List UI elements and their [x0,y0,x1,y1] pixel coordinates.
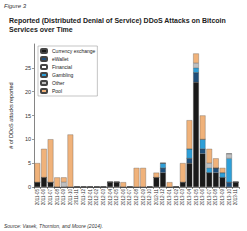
svg-text:2012-10: 2012-10 [147,189,152,206]
svg-text:2013-06: 2013-06 [200,189,205,206]
svg-text:Reported (Distributed Denial o: Reported (Distributed Denial of Service)… [9,17,228,25]
svg-text:2012-07: 2012-07 [127,189,132,206]
svg-text:2011-05: 2011-05 [35,189,40,206]
svg-text:2012-08: 2012-08 [134,189,139,206]
svg-text:Financial: Financial [52,64,72,70]
svg-text:2013-07: 2013-07 [207,189,212,206]
svg-text:2013-04: 2013-04 [187,189,192,206]
svg-text:5: 5 [28,160,31,166]
svg-text:2012-09: 2012-09 [141,189,146,206]
svg-text:2013-03: 2013-03 [180,189,185,206]
svg-text:2011-06: 2011-06 [41,189,46,206]
svg-text:2012-04: 2012-04 [108,189,113,206]
svg-text:15: 15 [25,113,31,119]
svg-text:# of DDoS attacks reported: # of DDoS attacks reported [8,82,14,148]
svg-text:2012-05: 2012-05 [114,189,119,206]
svg-text:25: 25 [25,65,31,71]
svg-text:eWallet: eWallet [52,56,69,62]
svg-text:2012-03: 2012-03 [101,189,106,206]
svg-text:Services over Time: Services over Time [9,26,73,33]
svg-text:2011-09: 2011-09 [61,189,66,206]
svg-text:2012-02: 2012-02 [94,189,99,206]
svg-text:2011-11: 2011-11 [74,189,79,205]
svg-text:2012-12: 2012-12 [160,189,165,206]
svg-text:2013-05: 2013-05 [194,189,199,206]
svg-text:2013-10: 2013-10 [227,189,232,206]
svg-text:Currency exchange: Currency exchange [52,48,96,54]
svg-text:2013-02: 2013-02 [174,189,179,206]
svg-text:Figure 3: Figure 3 [4,3,27,9]
svg-text:2013-01: 2013-01 [167,189,172,206]
svg-text:2013-09: 2013-09 [220,189,225,206]
svg-text:20: 20 [25,89,31,95]
svg-text:Gambling: Gambling [52,72,74,78]
svg-text:0: 0 [28,184,31,190]
svg-text:2012-01: 2012-01 [88,189,93,206]
svg-text:2011-07: 2011-07 [48,189,53,206]
svg-text:2012-06: 2012-06 [121,189,126,206]
svg-text:2011-12: 2011-12 [81,189,86,206]
svg-text:2013-08: 2013-08 [213,189,218,206]
svg-text:2011-10: 2011-10 [68,189,73,206]
svg-text:2012-11: 2012-11 [154,189,159,206]
svg-text:2013-11: 2013-11 [233,189,238,206]
svg-text:Other: Other [52,80,65,86]
svg-text:10: 10 [25,136,31,142]
svg-text:2011-08: 2011-08 [55,189,60,206]
svg-text:Pool: Pool [52,88,62,94]
svg-text:Source: Vasek, Thornton, and M: Source: Vasek, Thornton, and Moore (2014… [4,223,103,229]
